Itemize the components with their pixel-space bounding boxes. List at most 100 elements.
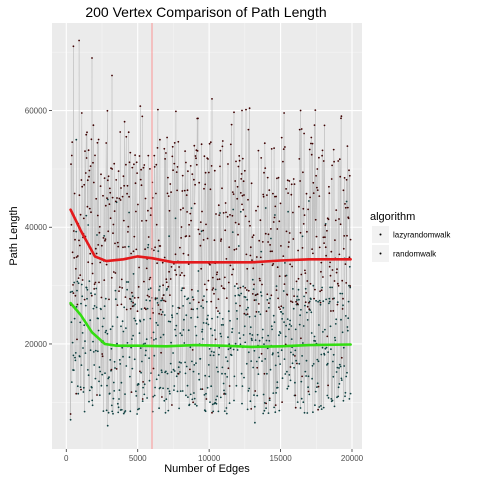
point-lazyrandomwalk (167, 285, 170, 288)
point-lazyrandomwalk (81, 279, 84, 281)
point-lazyrandomwalk (95, 197, 98, 200)
point-randomwalk (320, 408, 323, 410)
point-randomwalk (271, 353, 274, 356)
point-randomwalk (80, 302, 82, 305)
point-lazyrandomwalk (327, 218, 330, 221)
point-lazyrandomwalk (99, 261, 102, 264)
point-lazyrandomwalk (184, 150, 187, 153)
point-lazyrandomwalk (332, 298, 334, 300)
point-randomwalk (171, 305, 174, 307)
point-randomwalk (305, 375, 307, 377)
point-randomwalk (239, 343, 242, 346)
point-lazyrandomwalk (134, 154, 137, 157)
point-lazyrandomwalk (200, 143, 203, 146)
point-randomwalk (144, 354, 147, 357)
point-randomwalk (108, 392, 111, 395)
point-lazyrandomwalk (157, 108, 159, 111)
point-lazyrandomwalk (205, 288, 208, 291)
point-randomwalk (167, 387, 169, 390)
point-lazyrandomwalk (166, 192, 169, 195)
point-randomwalk (188, 403, 191, 406)
point-randomwalk (261, 328, 264, 331)
point-lazyrandomwalk (225, 297, 228, 299)
legend: algorithm lazyrandomwalk randomwalk (370, 211, 451, 262)
point-randomwalk (296, 401, 299, 403)
point-randomwalk (221, 372, 223, 375)
point-lazyrandomwalk (88, 169, 91, 172)
point-randomwalk (266, 347, 269, 350)
point-lazyrandomwalk (149, 168, 151, 170)
point-randomwalk (216, 316, 219, 318)
point-lazyrandomwalk (180, 237, 183, 239)
point-lazyrandomwalk (90, 211, 92, 214)
point-lazyrandomwalk (173, 142, 176, 144)
point-lazyrandomwalk (199, 244, 202, 247)
point-randomwalk (192, 370, 195, 373)
point-randomwalk (152, 331, 155, 334)
point-lazyrandomwalk (248, 220, 251, 223)
point-lazyrandomwalk (85, 157, 88, 159)
point-randomwalk (339, 292, 342, 295)
point-lazyrandomwalk (79, 274, 82, 276)
point-randomwalk (268, 339, 271, 342)
point-lazyrandomwalk (293, 295, 295, 297)
point-randomwalk (278, 409, 281, 412)
point-randomwalk (257, 311, 260, 313)
point-randomwalk (321, 346, 324, 349)
point-lazyrandomwalk (257, 303, 260, 305)
point-randomwalk (217, 410, 220, 413)
point-lazyrandomwalk (202, 239, 205, 241)
point-randomwalk (155, 338, 157, 340)
point-lazyrandomwalk (86, 131, 88, 134)
point-lazyrandomwalk (134, 182, 137, 185)
point-randomwalk (152, 395, 155, 398)
point-lazyrandomwalk (200, 267, 203, 270)
point-lazyrandomwalk (274, 205, 277, 208)
legend-label-lazyrandomwalk: lazyrandomwalk (393, 231, 451, 240)
point-randomwalk (308, 300, 311, 303)
point-lazyrandomwalk (313, 297, 315, 300)
point-randomwalk (75, 230, 78, 233)
point-lazyrandomwalk (307, 390, 310, 393)
point-randomwalk (154, 298, 157, 301)
point-lazyrandomwalk (280, 136, 283, 139)
point-lazyrandomwalk (182, 207, 185, 210)
point-lazyrandomwalk (252, 234, 255, 237)
point-lazyrandomwalk (238, 159, 241, 162)
point-lazyrandomwalk (221, 187, 223, 190)
point-lazyrandomwalk (227, 163, 229, 165)
point-randomwalk (226, 376, 229, 378)
point-lazyrandomwalk (164, 300, 167, 303)
point-lazyrandomwalk (322, 276, 324, 278)
point-lazyrandomwalk (192, 298, 195, 301)
point-lazyrandomwalk (96, 214, 99, 217)
point-randomwalk (126, 288, 128, 291)
point-randomwalk (118, 398, 120, 400)
data-points (69, 39, 352, 427)
point-lazyrandomwalk (153, 249, 155, 252)
point-lazyrandomwalk (239, 304, 241, 307)
point-lazyrandomwalk (82, 217, 85, 220)
point-lazyrandomwalk (174, 269, 177, 271)
point-lazyrandomwalk (89, 165, 92, 168)
point-lazyrandomwalk (256, 366, 259, 369)
point-lazyrandomwalk (129, 297, 131, 300)
point-randomwalk (305, 359, 308, 362)
point-randomwalk (201, 328, 204, 331)
point-lazyrandomwalk (72, 292, 75, 294)
point-randomwalk (315, 299, 317, 302)
point-lazyrandomwalk (183, 274, 186, 277)
point-lazyrandomwalk (347, 217, 350, 220)
point-lazyrandomwalk (248, 107, 251, 110)
point-lazyrandomwalk (180, 226, 183, 228)
point-lazyrandomwalk (147, 236, 150, 238)
point-randomwalk (82, 386, 85, 389)
point-lazyrandomwalk (147, 209, 149, 212)
point-randomwalk (296, 295, 299, 298)
point-lazyrandomwalk (301, 247, 304, 249)
point-lazyrandomwalk (304, 301, 307, 304)
point-randomwalk (325, 346, 328, 349)
point-lazyrandomwalk (294, 355, 296, 357)
point-lazyrandomwalk (109, 217, 112, 220)
point-lazyrandomwalk (226, 215, 229, 218)
